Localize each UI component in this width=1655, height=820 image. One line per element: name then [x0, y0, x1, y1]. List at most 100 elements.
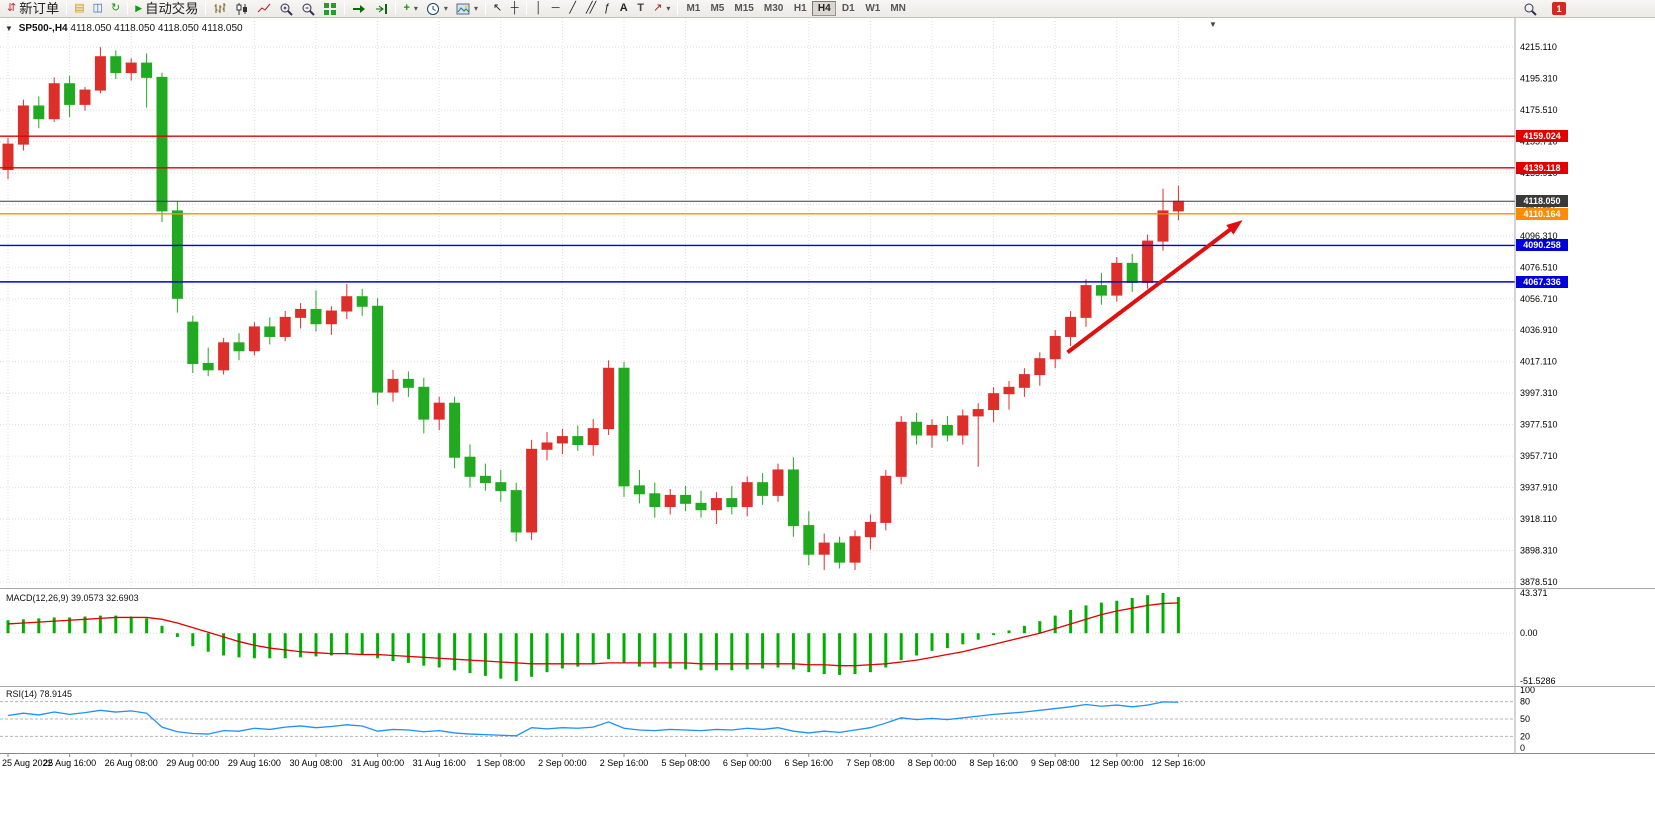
candle-body [433, 402, 445, 420]
chevron-down-icon: ▾ [443, 3, 448, 13]
candle-body [279, 316, 291, 337]
price-axis-label: 3898.310 [1520, 546, 1558, 556]
time-axis-label: 2 Sep 00:00 [538, 758, 587, 768]
periods-button[interactable]: ▾ [422, 1, 452, 17]
price-tag: 4090.258 [1516, 239, 1568, 252]
templates-button[interactable]: ▾ [452, 1, 482, 17]
chart-shift-button[interactable] [370, 1, 392, 17]
profiles-button[interactable]: ◫ [89, 1, 107, 17]
price-axis-label: 3977.510 [1520, 420, 1558, 430]
timeframe-h4-button[interactable]: H4 [812, 1, 837, 16]
arrows-tool-button[interactable]: ↗ ▾ [649, 1, 674, 17]
timeframe-m30-button[interactable]: M30 [759, 1, 788, 16]
rsi-value: 78.9145 [39, 689, 73, 699]
price-axis-label: 3937.910 [1520, 483, 1558, 493]
crosshair-button[interactable]: ┼ [506, 1, 523, 17]
autotrading-button[interactable]: ▶ 自动交易 [131, 1, 202, 17]
candle-body [449, 402, 461, 458]
search-button[interactable] [1519, 1, 1541, 17]
time-axis-label: 29 Aug 16:00 [228, 758, 281, 768]
fibonacci-button[interactable]: ƒ [598, 1, 615, 17]
label-tool-icon: T [637, 2, 645, 14]
notifications-button[interactable]: 1 [1548, 1, 1570, 17]
macd-signal-value: 32.6903 [106, 593, 139, 603]
line-chart-icon [257, 2, 271, 16]
timeframe-m15-button[interactable]: M15 [729, 1, 758, 16]
trend-arrow[interactable] [1066, 225, 1236, 354]
zoom-out-button[interactable] [297, 1, 319, 17]
rsi-indicator-label: RSI(14) 78.9145 [6, 689, 72, 699]
line-chart-button[interactable] [253, 1, 275, 17]
zoom-in-icon [279, 2, 294, 16]
channel-button[interactable]: ╱╱ [581, 1, 598, 17]
new-chart-button[interactable]: ▤ [70, 1, 88, 17]
candle-body [402, 378, 414, 388]
trendline-icon: ╱ [569, 2, 576, 14]
channel-icon: ╱╱ [586, 2, 596, 14]
candle-body [572, 436, 584, 446]
candle-body [1111, 262, 1123, 296]
refresh-button[interactable]: ↻ [107, 1, 124, 17]
macd-axis-label: 43.371 [1520, 588, 1548, 598]
price-axis-label: 4175.510 [1520, 105, 1558, 115]
chart-shift-marker[interactable]: ▼ [1209, 20, 1217, 29]
text-tool-button[interactable]: A [615, 1, 632, 17]
candlestick-chart-button[interactable] [231, 1, 253, 17]
candle-body [1172, 200, 1184, 212]
candle-body [141, 62, 153, 78]
tile-windows-icon [323, 2, 337, 16]
label-tool-button[interactable]: T [632, 1, 649, 17]
candle-body [341, 296, 353, 312]
chart-shift-icon [374, 2, 388, 16]
rsi-axis-label: 80 [1520, 697, 1530, 707]
price-axis-label: 4036.910 [1520, 325, 1558, 335]
candle-body [64, 83, 76, 105]
bar-chart-button[interactable] [209, 1, 231, 17]
rsi-axis-label: 100 [1520, 685, 1535, 695]
candle-body [618, 367, 630, 487]
candle-body [772, 469, 784, 496]
timeframe-h1-button[interactable]: H1 [788, 1, 812, 16]
candle-body [849, 536, 861, 563]
candle-body [125, 62, 137, 74]
tile-windows-button[interactable] [319, 1, 341, 17]
candle-body [17, 105, 29, 145]
toolbar-separator [395, 2, 397, 15]
candle-body [325, 310, 337, 325]
search-icon [1523, 2, 1537, 16]
candlestick-chart-icon [235, 2, 249, 16]
candle-body [895, 421, 907, 477]
toolbar: ⇵ 新订单 ▤ ◫ ↻ ▶ 自动交易 + ▾ ▾ ▾ ↖ ┼ │ ─ ╱ ╱╱ ƒ [0, 0, 1655, 18]
timeframe-m1-button[interactable]: M1 [681, 1, 705, 16]
candle-body [818, 542, 830, 555]
price-axis-label: 4056.710 [1520, 294, 1558, 304]
candle-body [603, 367, 615, 430]
one-click-trading-toggle[interactable]: ▼ [5, 24, 13, 33]
candle-body [526, 448, 538, 533]
zoom-out-icon [301, 2, 316, 16]
cursor-button[interactable]: ↖ [489, 1, 506, 17]
horizontal-line-button[interactable]: ─ [547, 1, 564, 17]
zoom-in-button[interactable] [275, 1, 297, 17]
time-axis-label: 29 Aug 00:00 [166, 758, 219, 768]
new-order-button[interactable]: ⇵ 新订单 [3, 1, 63, 17]
candle-body [187, 321, 199, 364]
timeframe-d1-button[interactable]: D1 [836, 1, 860, 16]
vertical-line-button[interactable]: │ [530, 1, 547, 17]
trendline-button[interactable]: ╱ [564, 1, 581, 17]
price-axis-label: 4215.110 [1520, 42, 1557, 52]
auto-scroll-button[interactable] [348, 1, 370, 17]
timeframe-w1-button[interactable]: W1 [860, 1, 885, 16]
candle-body [911, 421, 923, 436]
indicators-button[interactable]: + ▾ [399, 1, 421, 17]
toolbar-separator [344, 2, 346, 15]
chevron-down-icon: ▾ [473, 3, 478, 13]
candle-body [1034, 358, 1046, 376]
chart-header: ▼ SP500-,H4 4118.050 4118.050 4118.050 4… [5, 23, 243, 34]
price-axis-label: 4076.510 [1520, 262, 1558, 272]
timeframe-mn-button[interactable]: MN [885, 1, 911, 16]
timeframe-m5-button[interactable]: M5 [705, 1, 729, 16]
candle-body [264, 326, 276, 337]
candle-body [510, 490, 522, 533]
